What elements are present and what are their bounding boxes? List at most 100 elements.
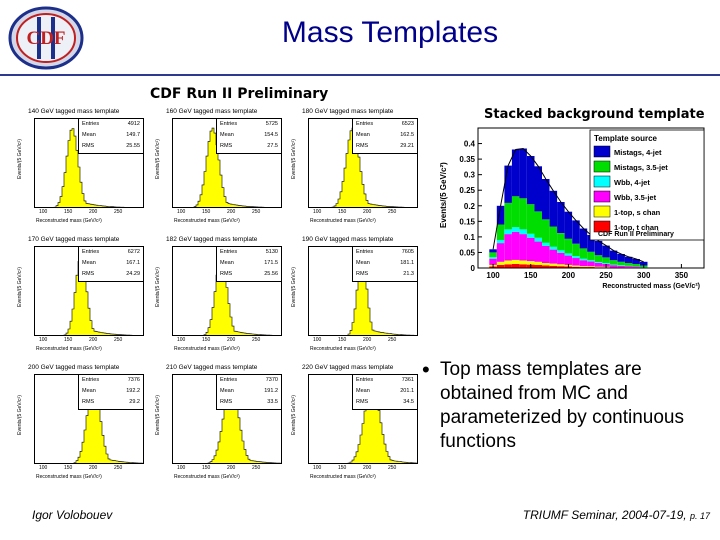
- stack-bar-3: [511, 227, 520, 232]
- stats-row: Entries 7376: [79, 375, 143, 386]
- panel-y-label: Events/(5 GeV/c²): [16, 267, 23, 307]
- stack-bar-5: [557, 202, 565, 234]
- panel-title: 182 GeV tagged mass template: [166, 236, 258, 243]
- x-tick-label: 200: [363, 337, 372, 343]
- stack-bar-0: [572, 266, 580, 268]
- stats-box: Entries 7376 Mean 192.2 RMS 29.2: [78, 374, 144, 410]
- stats-row: Mean 149.7: [79, 130, 143, 141]
- legend-label: Mistags, 4-jet: [614, 148, 662, 157]
- stats-row: Entries 7605: [353, 247, 417, 258]
- stats-label: RMS: [356, 143, 369, 149]
- x-tick-label: 200: [227, 209, 236, 215]
- stats-row: RMS 24.29: [79, 269, 143, 280]
- stats-row: Mean 154.5: [217, 130, 281, 141]
- title-divider: [0, 74, 720, 76]
- stack-bar-0: [504, 264, 512, 268]
- stack-bar-4: [489, 252, 497, 258]
- stats-row: Entries 6523: [353, 119, 417, 130]
- stack-bar-4: [549, 226, 558, 247]
- svg-text:CDF: CDF: [26, 28, 65, 49]
- stats-row: Entries 5725: [217, 119, 281, 130]
- legend-title: Template source: [594, 134, 658, 143]
- panel-y-label: Events/(5 GeV/c²): [154, 139, 161, 179]
- stack-bar-3: [587, 260, 595, 262]
- template-panel: 182 GeV tagged mass template Entries 5130 M…: [152, 236, 286, 356]
- stack-bar-4: [587, 251, 595, 261]
- stats-row: Entries 7361: [353, 375, 417, 386]
- stack-bar-4: [602, 257, 610, 263]
- footer-text: TRIUMF Seminar, 2004-07-19,: [522, 508, 687, 522]
- stats-box: Entries 6523 Mean 162.5 RMS 29.21: [352, 118, 418, 154]
- stats-value: 29.2: [129, 399, 140, 405]
- stats-value: 191.2: [264, 388, 278, 394]
- panel-y-label: Events/(5 GeV/c²): [154, 267, 161, 307]
- panel-x-label: Reconstructed mass (GeV/c²): [36, 474, 102, 480]
- stack-bar-4: [624, 263, 633, 266]
- stack-bar-2: [496, 243, 505, 262]
- x-tick-label: 150: [524, 271, 538, 280]
- x-tick-label: 250: [114, 209, 123, 215]
- stack-bar-2: [511, 231, 520, 260]
- x-tick-label: 200: [363, 465, 372, 471]
- x-tick-label: 350: [675, 271, 689, 280]
- total-fit-curve: [492, 147, 644, 263]
- y-axis-label: Events/(5 GeV/c²): [439, 162, 448, 228]
- stats-value: 7605: [401, 249, 414, 255]
- panel-y-label: Events/(5 GeV/c²): [16, 395, 23, 435]
- stats-box: Entries 7370 Mean 191.2 RMS 33.5: [216, 374, 282, 410]
- x-tick-label: 100: [39, 337, 48, 343]
- panel-title: 220 GeV tagged mass template: [302, 364, 394, 371]
- x-tick-label: 200: [363, 209, 372, 215]
- stats-value: 162.5: [400, 132, 414, 138]
- stack-bar-4: [504, 203, 512, 230]
- stats-value: 154.5: [264, 132, 278, 138]
- panel-x-label: Reconstructed mass (GeV/c²): [36, 218, 102, 224]
- legend-swatch: [593, 190, 611, 203]
- y-tick-label: 0.4: [464, 140, 476, 149]
- x-tick-label: 100: [177, 465, 186, 471]
- x-tick-label: 100: [486, 271, 500, 280]
- stack-bar-4: [572, 243, 580, 257]
- stack-bar-3: [557, 250, 565, 253]
- preliminary-label: CDF Run II Preliminary: [150, 86, 329, 102]
- x-tick-label: 250: [114, 337, 123, 343]
- y-tick-label: 0.1: [464, 233, 476, 242]
- stats-box: Entries 5725 Mean 154.5 RMS 27.5: [216, 118, 282, 154]
- x-tick-label: 100: [313, 209, 322, 215]
- stack-bar-3: [527, 233, 535, 238]
- panel-x-label: Reconstructed mass (GeV/c²): [310, 218, 376, 224]
- x-tick-label: 250: [599, 271, 613, 280]
- panel-y-label: Events/(5 GeV/c²): [154, 395, 161, 435]
- stack-bar-4: [519, 198, 527, 230]
- panel-title: 210 GeV tagged mass template: [166, 364, 258, 371]
- stack-bar-2: [632, 266, 640, 268]
- stats-label: Entries: [220, 249, 238, 255]
- stats-label: Mean: [220, 132, 234, 138]
- stacked-background-chart: Stacked background template 0 0.05 0.1 0.15 0…: [439, 107, 705, 290]
- legend-label: Wbb, 3.5-jet: [614, 193, 657, 202]
- stack-bar-2: [557, 252, 565, 265]
- stack-bar-1: [496, 261, 505, 265]
- stack-bar-2: [594, 263, 603, 267]
- stats-label: RMS: [82, 271, 95, 277]
- stack-bar-5: [496, 205, 505, 225]
- stats-label: Entries: [220, 377, 238, 383]
- stack-bar-4: [617, 261, 625, 266]
- stack-bar-2: [489, 258, 497, 265]
- stack-bar-5: [640, 261, 648, 266]
- stats-label: Mean: [82, 132, 96, 138]
- stats-value: 33.5: [267, 399, 278, 405]
- stack-bar-1: [572, 265, 580, 267]
- x-tick-label: 100: [313, 465, 322, 471]
- stats-label: RMS: [220, 399, 233, 405]
- stack-bar-2: [609, 265, 618, 268]
- stack-bar-2: [527, 237, 535, 262]
- stack-bar-2: [572, 258, 580, 266]
- panel-x-label: Reconstructed mass (GeV/c²): [174, 346, 240, 352]
- stack-bar-1: [511, 259, 520, 264]
- stats-value: 181.1: [400, 260, 414, 266]
- x-tick-label: 150: [338, 209, 347, 215]
- legend-label: Mistags, 3.5-jet: [614, 163, 668, 172]
- stats-label: Mean: [356, 260, 370, 266]
- stack-bar-3: [519, 229, 527, 235]
